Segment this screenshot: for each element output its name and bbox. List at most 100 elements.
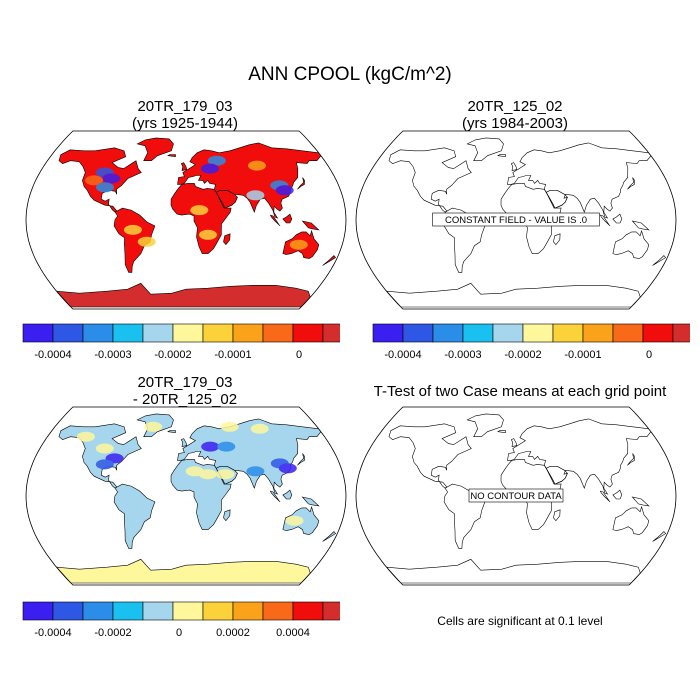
colorbar-label: -0.0001 <box>214 349 251 361</box>
anomaly-region <box>95 443 114 454</box>
uk-landmass <box>510 438 518 447</box>
colorbar-label: -0.0004 <box>34 627 71 639</box>
madagascar-landmass <box>553 233 561 246</box>
significance-note: Cells are significant at 0.1 level <box>437 614 603 628</box>
borneo-landmass <box>612 489 623 500</box>
anomaly-region <box>123 224 142 235</box>
japan-landmass <box>627 177 635 190</box>
colorbar-swatch <box>22 323 54 343</box>
madagascar-landmass <box>553 509 561 522</box>
colorbar-swatch <box>492 323 524 343</box>
map-border <box>355 130 677 310</box>
colorbar-swatch <box>672 323 690 343</box>
new-guinea-landmass <box>301 220 320 231</box>
colorbar-swatch <box>402 323 434 343</box>
uk-landmass <box>180 438 188 447</box>
colorbar-swatch <box>322 323 340 343</box>
anomaly-region <box>246 466 265 477</box>
colorbar-swatch <box>142 601 174 621</box>
anomaly-region <box>201 441 220 452</box>
eurasia-landmass <box>177 418 322 495</box>
anomaly-region <box>85 175 104 186</box>
anomaly-region <box>102 173 121 184</box>
anomaly-region <box>220 421 239 432</box>
panel3-title-line1: 20TR_179_03 <box>137 374 233 391</box>
south-america-landmass <box>113 207 156 273</box>
uk-landmass <box>180 162 188 171</box>
borneo-landmass <box>282 489 293 500</box>
japan-landmass <box>297 453 305 466</box>
anomaly-region <box>278 463 297 474</box>
new-zealand-landmass <box>652 531 667 542</box>
iceland-landmass <box>167 430 176 434</box>
panel1-map <box>25 130 347 310</box>
anomaly-region <box>190 205 209 216</box>
message-text: NO CONTOUR DATA <box>470 491 562 502</box>
iceland-landmass <box>167 154 176 158</box>
japan-landmass <box>627 453 635 466</box>
new-zealand-landmass <box>322 255 337 266</box>
map-land-layer <box>55 413 337 584</box>
panel2-title-line1: 20TR_125_02 <box>467 98 563 115</box>
anomaly-region <box>216 469 235 480</box>
panel4-title-line1: T-Test of two Case means at each grid po… <box>373 383 667 400</box>
map-border <box>25 406 347 586</box>
borneo-landmass <box>282 213 293 224</box>
iceland-landmass <box>497 154 506 158</box>
colorbar-swatch <box>432 323 464 343</box>
colorbar-label: 0.0004 <box>276 627 310 639</box>
anomaly-region <box>96 182 114 193</box>
anomaly-region <box>285 515 304 526</box>
panel1-title: 20TR_179_03 (yrs 1925-1944) <box>25 98 345 132</box>
panel1-title-line1: 20TR_179_03 <box>137 98 233 115</box>
anomaly-region <box>144 421 163 432</box>
colorbar-swatch <box>642 323 674 343</box>
panel2-map: CONSTANT FIELD - VALUE IS .0 <box>355 130 677 310</box>
greenland-landmass <box>136 137 174 161</box>
message-box <box>468 488 564 503</box>
eurasia-landmass <box>507 418 652 495</box>
greenland-landmass <box>466 413 504 437</box>
colorbar-label: -0.0002 <box>154 349 191 361</box>
colorbar-swatch <box>582 323 614 343</box>
north-america-landmass <box>388 423 472 489</box>
anomaly-region <box>199 229 217 240</box>
colorbar-label: 0 <box>646 349 652 361</box>
colorbar-swatch <box>202 323 234 343</box>
colorbar-label: 0 <box>176 627 182 639</box>
panel2-title: 20TR_125_02 (yrs 1984-2003) <box>355 98 675 132</box>
anomaly-region <box>289 239 308 250</box>
colorbar-swatch <box>172 601 204 621</box>
colorbar-swatch <box>232 323 264 343</box>
madagascar-landmass <box>223 509 231 522</box>
colorbar-label: 0.0002 <box>216 627 250 639</box>
map-border <box>355 406 677 586</box>
colorbar-label: -0.0003 <box>444 349 481 361</box>
colorbar-panel2: -0.0004 -0.0003 -0.0002 -0.0001 0 <box>372 323 690 361</box>
north-america-landmass <box>388 147 472 213</box>
anomaly-region <box>207 155 226 166</box>
panel4-title: T-Test of two Case means at each grid po… <box>350 383 690 400</box>
message-text: CONSTANT FIELD - VALUE IS .0 <box>445 215 587 226</box>
indonesia-landmass <box>599 214 611 227</box>
new-zealand-landmass <box>652 255 667 266</box>
australia-landmass <box>612 229 650 259</box>
colorbar-swatch <box>202 601 234 621</box>
colorbar-panel1: -0.0004 -0.0003 -0.0002 -0.0001 0 <box>22 323 340 361</box>
australia-landmass <box>612 505 650 535</box>
indonesia-landmass <box>599 490 611 503</box>
map-anomaly-layer <box>85 155 308 250</box>
new-guinea-landmass <box>301 496 320 507</box>
eurasia-landmass <box>507 142 652 219</box>
arabia-fill-landmass <box>545 190 568 209</box>
panel3-map <box>25 406 347 586</box>
anomaly-region <box>198 469 217 480</box>
colorbar-swatch <box>52 601 84 621</box>
colorbar-swatch <box>372 323 404 343</box>
panel3-title-line2: - 20TR_125_02 <box>132 391 238 408</box>
colorbar-swatch <box>172 323 204 343</box>
colorbar-swatch <box>292 601 324 621</box>
north-america-landmass <box>58 423 142 489</box>
anomaly-region <box>248 160 266 171</box>
colorbar-label: -0.0004 <box>34 349 71 361</box>
